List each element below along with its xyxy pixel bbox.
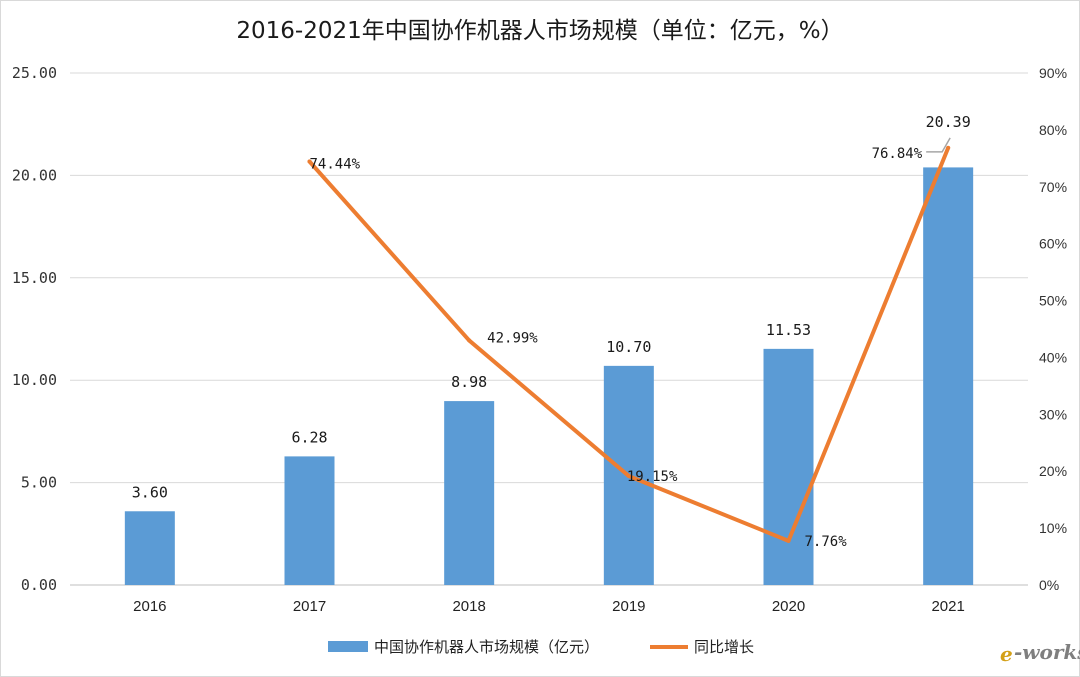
growth-value-label: 42.99% bbox=[487, 330, 538, 346]
data-labels: 3.60 6.28 8.98 10.70 11.53 20.39 74.44% 42.99% 1… bbox=[132, 113, 971, 550]
growth-point-2020 bbox=[786, 538, 791, 543]
bar-value-label: 20.39 bbox=[926, 113, 971, 131]
bar-value-label: 11.53 bbox=[766, 321, 811, 339]
y-right-tick-label: 40% bbox=[1039, 349, 1067, 365]
bar-2020 bbox=[763, 348, 814, 585]
bar-2018 bbox=[444, 401, 495, 585]
y-right-tick-label: 10% bbox=[1039, 520, 1067, 536]
y-right-tick-label: 80% bbox=[1039, 122, 1067, 138]
y-right-tick-label: 70% bbox=[1039, 179, 1067, 195]
bar-value-label: 6.28 bbox=[291, 428, 327, 446]
growth-value-label: 19.15% bbox=[627, 469, 678, 485]
y-right-tick-label: 50% bbox=[1039, 293, 1067, 309]
y-right-tick-label: 30% bbox=[1039, 406, 1067, 422]
growth-point-2019 bbox=[626, 474, 631, 479]
y-right-tick-label: 20% bbox=[1039, 463, 1067, 479]
watermark-e: e bbox=[1000, 642, 1013, 666]
line-series bbox=[307, 145, 951, 543]
y-right-tick-label: 90% bbox=[1039, 65, 1067, 81]
x-tick-label: 2019 bbox=[612, 598, 645, 615]
x-tick-label: 2020 bbox=[772, 598, 805, 615]
x-axis: 2016 2017 2018 2019 2020 2021 bbox=[133, 598, 965, 615]
bar-series bbox=[124, 167, 974, 586]
growth-value-label: 74.44% bbox=[310, 157, 361, 173]
label-leader-line bbox=[926, 137, 951, 153]
bar-value-label: 10.70 bbox=[606, 338, 651, 356]
y-right-tick-label: 0% bbox=[1039, 577, 1059, 593]
legend: 中国协作机器人市场规模（亿元） 同比增长 bbox=[328, 638, 754, 656]
chart-title: 2016-2021年中国协作机器人市场规模（单位：亿元，%） bbox=[236, 18, 843, 44]
growth-point-2021 bbox=[946, 145, 951, 150]
bar-2021 bbox=[923, 167, 974, 586]
watermark-logo: e-works bbox=[1000, 640, 1080, 666]
y-left-tick-label: 10.00 bbox=[12, 371, 57, 389]
right-axis: 0% 10% 20% 30% 40% 50% 60% 70% 80% 90% bbox=[1039, 65, 1067, 593]
bar-value-label: 8.98 bbox=[451, 373, 487, 391]
y-left-tick-label: 20.00 bbox=[12, 166, 57, 184]
growth-value-label: 76.84% bbox=[872, 146, 923, 162]
growth-point-2017 bbox=[307, 159, 312, 164]
bar-2016 bbox=[124, 511, 175, 585]
legend-bar-swatch bbox=[328, 641, 368, 652]
left-axis: 0.00 5.00 10.00 15.00 20.00 25.00 bbox=[12, 64, 57, 594]
x-tick-label: 2021 bbox=[931, 598, 964, 615]
x-tick-label: 2017 bbox=[293, 598, 326, 615]
y-right-tick-label: 60% bbox=[1039, 236, 1067, 252]
y-left-tick-label: 5.00 bbox=[21, 474, 57, 492]
bar-value-label: 3.60 bbox=[132, 483, 168, 501]
y-left-tick-label: 15.00 bbox=[12, 269, 57, 287]
growth-point-2018 bbox=[467, 338, 472, 343]
x-tick-label: 2018 bbox=[452, 598, 485, 615]
y-left-tick-label: 0.00 bbox=[21, 576, 57, 594]
x-tick-label: 2016 bbox=[133, 598, 166, 615]
y-left-tick-label: 25.00 bbox=[12, 64, 57, 82]
grid-lines bbox=[70, 72, 1028, 586]
legend-line-label: 同比增长 bbox=[694, 638, 754, 656]
growth-value-label: 7.76% bbox=[805, 534, 848, 550]
bar-2017 bbox=[284, 456, 335, 585]
watermark-works: -works bbox=[1014, 640, 1080, 664]
legend-bar-label: 中国协作机器人市场规模（亿元） bbox=[374, 638, 599, 656]
